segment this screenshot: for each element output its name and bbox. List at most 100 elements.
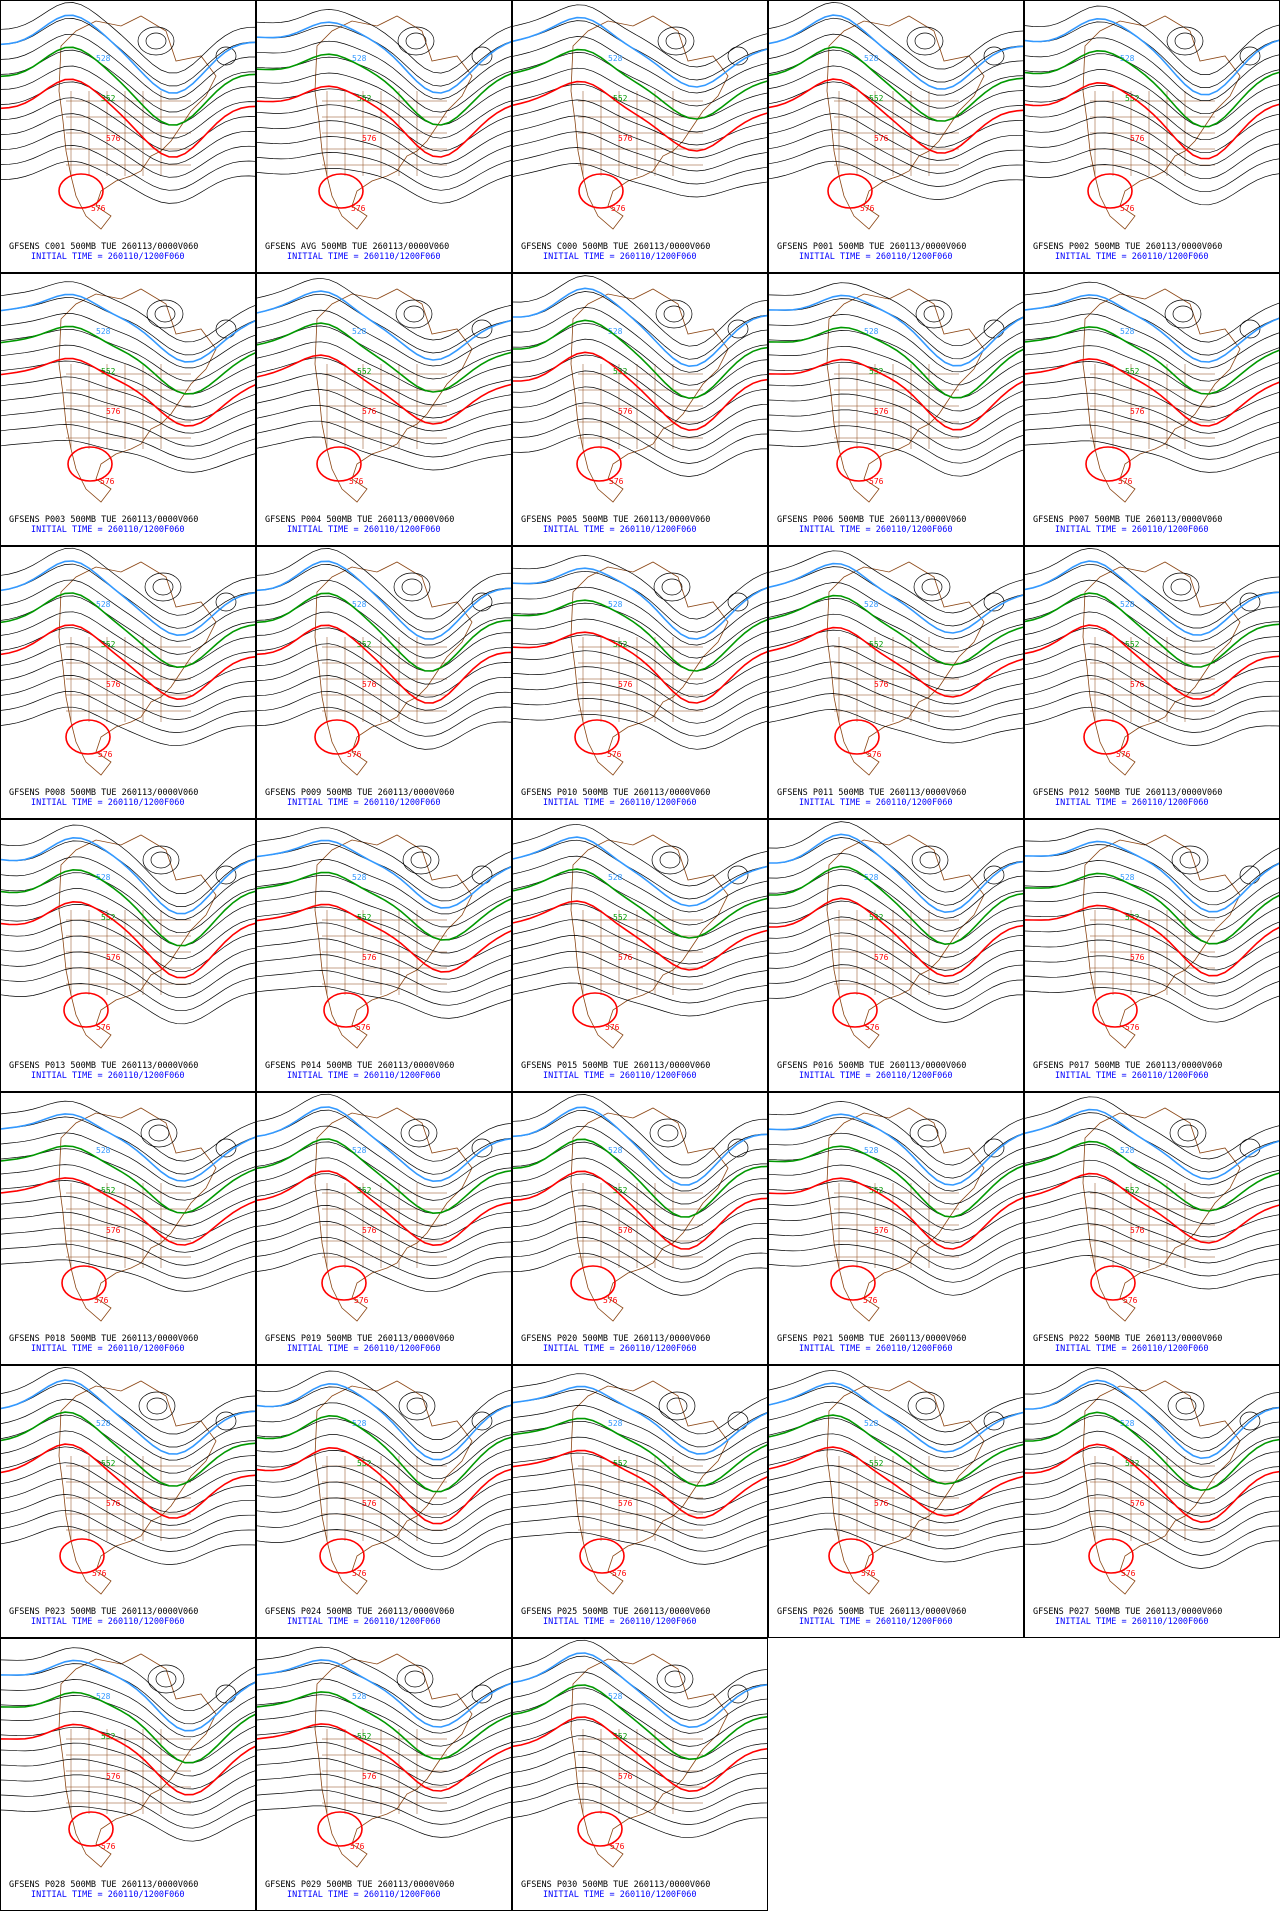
coastline (58, 288, 217, 503)
height-contour (257, 1418, 511, 1480)
map-panel: 528 552 576 576 GFSENS P008 500MB TUE 260113… (0, 546, 256, 819)
key-contour (513, 1716, 767, 1793)
height-contour (769, 1385, 1023, 1446)
height-contour (1, 1227, 255, 1266)
height-contour (1025, 281, 1279, 343)
height-contour (513, 1094, 767, 1166)
height-contour (1, 281, 255, 343)
contour-label: 576 (106, 407, 121, 416)
low-center (396, 1664, 434, 1694)
low-center (915, 299, 953, 329)
low-center (145, 32, 167, 50)
height-contour (769, 709, 1023, 744)
panel-subtitle: INITIAL TIME = 260110/1200F060 (31, 252, 185, 262)
key-contour (257, 21, 511, 94)
panel-subtitle: INITIAL TIME = 260110/1200F060 (1055, 1617, 1209, 1627)
contour-label: 552 (869, 94, 884, 103)
height-contour (513, 1531, 767, 1565)
panel-subtitle: INITIAL TIME = 260110/1200F060 (31, 798, 185, 808)
height-contour (769, 2, 1023, 70)
height-contour (1, 1726, 255, 1777)
height-contour (769, 964, 1023, 1010)
map: 528 552 576 576 GFSENS C000 500MB TUE 260113… (513, 4, 767, 262)
height-contour (257, 579, 511, 646)
low-center (395, 299, 433, 329)
height-contour (513, 1782, 767, 1825)
contour-label: 576 (350, 1842, 365, 1851)
key-contour (1, 78, 255, 158)
low-center (1239, 319, 1261, 339)
height-contour (1025, 5, 1279, 75)
contour-label: 576 (1130, 953, 1145, 962)
height-contour (769, 393, 1023, 438)
height-contour (1025, 37, 1279, 101)
map: 528 552 576 576 GFSENS P002 500MB TUE 260113… (1025, 5, 1279, 262)
height-contour (513, 338, 767, 399)
key-contour (828, 1538, 874, 1574)
key-contour (570, 1265, 616, 1301)
coastline (58, 561, 217, 776)
map-panel: 528 552 576 576 GFSENS P019 500MB TUE 260113… (256, 1092, 512, 1365)
height-contour (1025, 659, 1279, 707)
coastline (58, 1380, 217, 1595)
map: 528 552 576 576 GFSENS AVG 500MB TUE 260113/… (257, 9, 511, 262)
low-center (471, 1684, 493, 1704)
height-contour (513, 275, 767, 347)
height-contour (1025, 548, 1279, 616)
height-contour (257, 643, 511, 698)
panel-subtitle: INITIAL TIME = 260110/1200F060 (543, 1617, 697, 1627)
height-contour (1, 579, 255, 642)
key-contour (257, 592, 511, 672)
key-contour (513, 1652, 767, 1729)
contour-label: 552 (613, 1186, 628, 1195)
height-contour (1, 951, 255, 999)
height-contour (769, 1369, 1023, 1433)
key-contour (257, 839, 511, 909)
contour-label: 552 (613, 913, 628, 922)
map: 528 552 576 576 GFSENS C001 500MB TUE 260113… (1, 2, 255, 262)
height-contour (1025, 891, 1279, 945)
height-contour (1, 408, 255, 447)
height-contour (1, 313, 255, 369)
contour-label: 528 (864, 54, 879, 63)
contour-label: 576 (349, 477, 364, 486)
height-contour (769, 1101, 1023, 1166)
low-center (408, 1124, 430, 1142)
height-contour (257, 827, 511, 889)
key-contour (769, 326, 1023, 399)
map: 528 552 576 576 GFSENS P030 500MB TUE 260113… (513, 1639, 767, 1900)
height-contour (257, 436, 511, 471)
height-contour (769, 980, 1023, 1023)
height-contour (257, 938, 511, 980)
height-contour (513, 1389, 767, 1448)
low-center (215, 1411, 237, 1431)
height-contour (1025, 611, 1279, 668)
height-contour (1025, 132, 1279, 180)
coastline (314, 1380, 473, 1595)
panel-title: GFSENS P028 500MB TUE 260113/0000V060 (9, 1880, 198, 1890)
contour-label: 552 (613, 1459, 628, 1468)
height-contour (1025, 1526, 1279, 1569)
panel-subtitle: INITIAL TIME = 260110/1200F060 (31, 1071, 185, 1081)
low-center (215, 46, 237, 66)
height-contour (1025, 1494, 1279, 1543)
height-contour (1, 1774, 255, 1816)
height-contour (769, 298, 1023, 360)
low-center (410, 851, 432, 869)
height-contour (769, 377, 1023, 425)
contour-label: 576 (609, 477, 624, 486)
height-contour (769, 1433, 1023, 1485)
panel-title: GFSENS P007 500MB TUE 260113/0000V060 (1033, 515, 1222, 525)
height-contour (513, 887, 767, 939)
height-contour (257, 341, 511, 393)
panel-title: GFSENS P021 500MB TUE 260113/0000V060 (777, 1334, 966, 1344)
height-contour (513, 1751, 767, 1799)
contour-label: 576 (347, 750, 362, 759)
key-contour (1025, 326, 1279, 395)
contour-label: 576 (91, 204, 106, 213)
height-contour (1025, 1430, 1279, 1491)
contour-label: 528 (608, 1692, 623, 1701)
key-contour (257, 1170, 511, 1247)
contour-label: 576 (106, 1772, 121, 1781)
